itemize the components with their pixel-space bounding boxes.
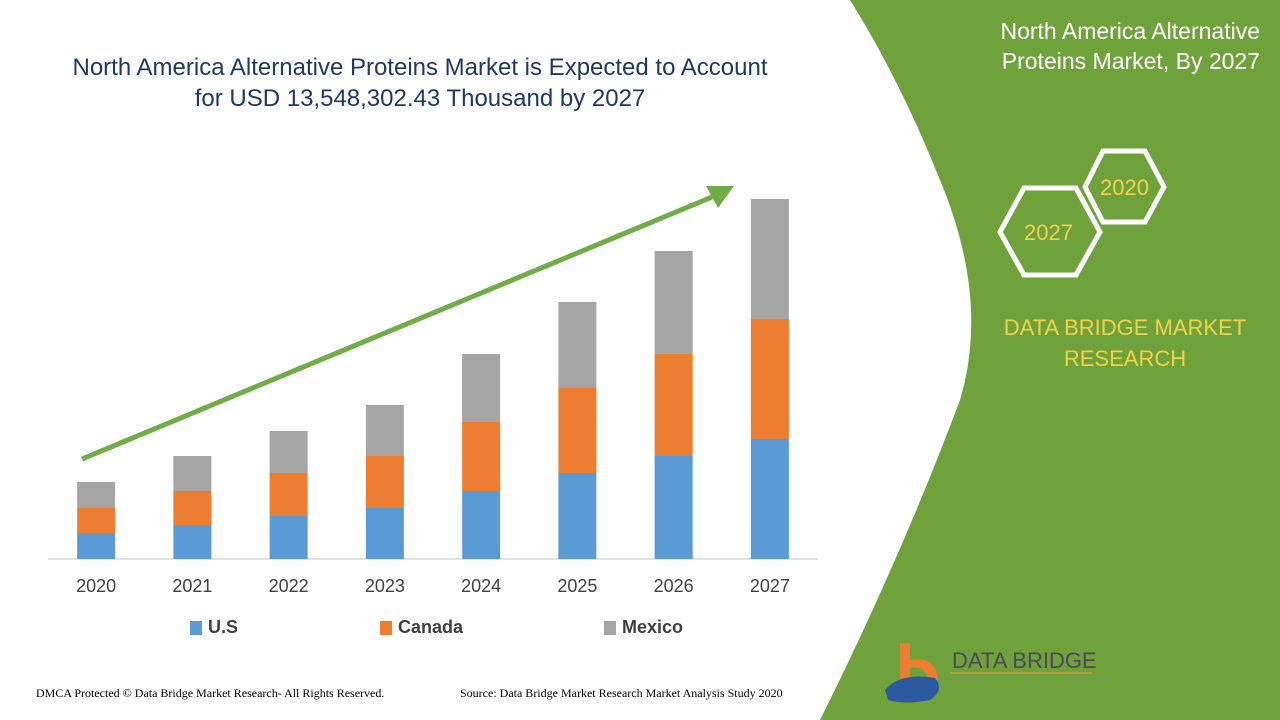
x-tick-label: 2020: [76, 576, 117, 596]
logo-text: DATA BRIDGE: [952, 648, 1097, 673]
bar-mexico-2022: [269, 431, 308, 473]
bar-us-2023: [365, 508, 404, 559]
bar-canada-2020: [77, 508, 116, 533]
bar-us-2021: [173, 525, 212, 559]
legend-swatch: [380, 620, 392, 635]
bar-mexico-2023: [365, 405, 404, 456]
legend-item: U.S: [190, 617, 238, 638]
page-title: North America Alternative Proteins Marke…: [72, 54, 768, 112]
bar-mexico-2025: [558, 302, 597, 388]
bar-us-2025: [558, 473, 597, 559]
logo-subtext: MARKET RESEARCH: [953, 677, 1113, 684]
bar-mexico-2027: [750, 199, 789, 319]
bar-canada-2024: [462, 422, 501, 491]
x-tick-label: 2023: [364, 576, 405, 596]
x-tick-label: 2022: [268, 576, 309, 596]
bar-us-2020: [77, 533, 116, 559]
trend-arrow-line: [81, 194, 713, 462]
bar-canada-2026: [654, 354, 693, 456]
legend-item: Mexico: [604, 617, 683, 638]
hex-label-2020: 2020: [1100, 175, 1149, 200]
legend-swatch: [604, 620, 616, 635]
hex-label-2027: 2027: [1024, 220, 1073, 245]
side-panel-title: North America Alternative Proteins Marke…: [1000, 18, 1260, 74]
hexagon-2020: [1082, 148, 1167, 225]
logo-icon: [885, 643, 1092, 703]
trend-arrow-head: [706, 186, 734, 208]
bar-us-2027: [750, 439, 789, 559]
x-tick-label: 2025: [557, 576, 598, 596]
x-tick-label: 2024: [461, 576, 502, 596]
legend-label: U.S: [208, 617, 239, 637]
x-tick-label: 2027: [749, 576, 790, 596]
bar-canada-2022: [269, 473, 308, 516]
bar-mexico-2026: [654, 251, 693, 354]
legend-label: Canada: [398, 617, 464, 637]
footer-copyright: DMCA Protected © Data Bridge Market Rese…: [36, 686, 385, 700]
x-tick-label: 2021: [172, 576, 213, 596]
green-panel: [820, 0, 1280, 720]
bar-canada-2021: [173, 491, 212, 525]
bar-canada-2025: [558, 388, 597, 473]
footer-source: Source: Data Bridge Market Research Mark…: [460, 686, 783, 700]
legend-swatch: [190, 620, 202, 635]
bar-us-2026: [654, 456, 693, 559]
bar-mexico-2021: [173, 456, 212, 491]
bar-us-2024: [462, 491, 501, 559]
legend-item: Canada: [380, 617, 463, 638]
bar-canada-2023: [365, 456, 404, 508]
brand-name: DATA BRIDGE MARKET RESEARCH: [1003, 315, 1247, 371]
x-tick-label: 2026: [653, 576, 694, 596]
bar-us-2022: [269, 516, 308, 559]
bar-mexico-2020: [77, 482, 116, 508]
bar-canada-2027: [750, 319, 789, 439]
bar-mexico-2024: [462, 354, 501, 422]
legend-label: Mexico: [622, 617, 684, 637]
hexagon-2027: [997, 185, 1103, 278]
